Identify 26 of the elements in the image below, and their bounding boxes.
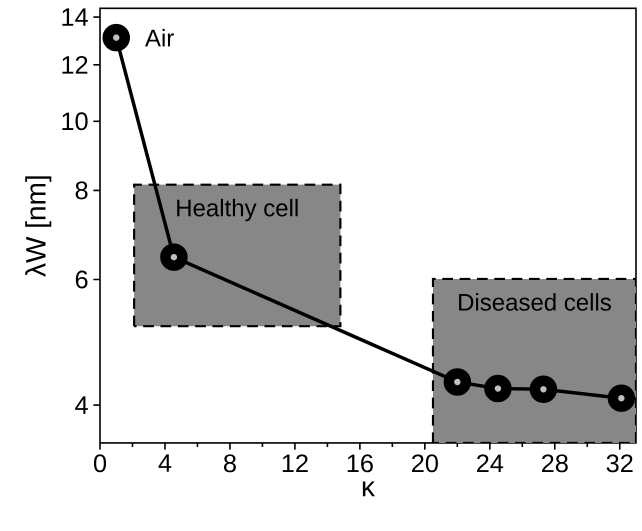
point bbox=[484, 374, 512, 402]
y-tick-label: 10 bbox=[62, 112, 88, 130]
x-tick-label: 32 bbox=[606, 454, 633, 472]
y-tick-label: 4 bbox=[75, 396, 88, 414]
point bbox=[608, 384, 636, 412]
x-tick-label: 8 bbox=[224, 454, 236, 472]
y-tick-label: 6 bbox=[76, 270, 88, 288]
x-tick-label: 24 bbox=[477, 454, 504, 472]
y-axis-title: λW [nm] bbox=[25, 176, 52, 277]
y-tick-label: 8 bbox=[76, 181, 88, 200]
y-tick-label: 14 bbox=[62, 8, 88, 26]
x-tick-label: 12 bbox=[282, 454, 308, 472]
band-label: Diseased cells bbox=[459, 293, 611, 311]
x-tick-label: 0 bbox=[94, 454, 106, 472]
point bbox=[160, 243, 188, 271]
y-tick-label: 12 bbox=[62, 56, 88, 74]
x-axis-title: κ bbox=[362, 481, 376, 496]
x-tick-label: 16 bbox=[348, 454, 373, 472]
x-tick-label: 28 bbox=[542, 454, 568, 472]
point bbox=[102, 24, 130, 52]
annotation: Air bbox=[145, 28, 174, 46]
point bbox=[530, 376, 558, 403]
band-label: Healthy cell bbox=[177, 198, 298, 222]
point bbox=[444, 368, 472, 396]
x-tick-label: 20 bbox=[412, 454, 438, 472]
x-tick-label: 4 bbox=[158, 454, 172, 472]
